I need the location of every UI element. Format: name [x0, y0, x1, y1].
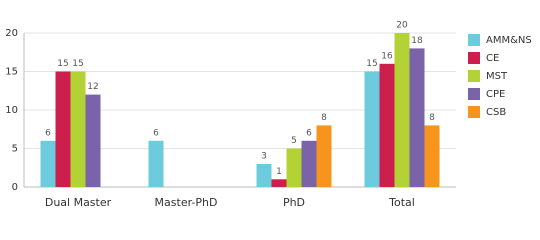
bar: [70, 71, 86, 187]
bar: [55, 71, 71, 187]
y-tick-label: 20: [5, 28, 18, 39]
x-tick-label: Total: [388, 196, 415, 209]
value-label: 16: [381, 51, 393, 61]
bar: [394, 33, 410, 187]
bar: [148, 140, 164, 187]
bar: [301, 140, 317, 187]
value-label: 1: [276, 167, 282, 177]
legend-label: CE: [486, 53, 499, 64]
value-label: 8: [429, 113, 435, 123]
legend-label: MST: [486, 71, 508, 82]
value-label: 5: [291, 136, 297, 146]
x-tick-label: Dual Master: [45, 196, 112, 209]
value-label: 6: [306, 128, 312, 138]
value-label: 12: [87, 82, 98, 92]
legend-label: CPE: [486, 89, 505, 100]
bar: [286, 148, 302, 187]
y-tick-label: 0: [12, 182, 18, 193]
legend-swatch: [468, 52, 480, 64]
value-label: 8: [321, 113, 327, 123]
bar: [364, 71, 380, 187]
legend-swatch: [468, 88, 480, 100]
value-label: 15: [57, 59, 68, 69]
bar: [379, 63, 395, 187]
value-label: 15: [366, 59, 377, 69]
value-label: 20: [396, 21, 408, 31]
bar: [424, 125, 440, 187]
bar: [409, 48, 425, 188]
bar: [271, 179, 287, 187]
y-tick-label: 10: [5, 105, 18, 116]
value-label: 3: [261, 151, 267, 161]
x-tick-label: PhD: [283, 196, 305, 209]
bar: [256, 163, 272, 187]
value-label: 18: [411, 36, 423, 46]
legend-swatch: [468, 70, 480, 82]
bar: [40, 140, 56, 187]
legend-swatch: [468, 34, 480, 46]
bar: [85, 94, 101, 187]
y-tick-label: 5: [12, 144, 18, 155]
value-label: 6: [45, 128, 51, 138]
value-label: 6: [153, 128, 159, 138]
legend-label: AMM&NS: [486, 35, 532, 46]
value-label: 15: [72, 59, 83, 69]
x-tick-label: Master-PhD: [155, 196, 218, 209]
legend-label: CSB: [486, 107, 506, 118]
legend-swatch: [468, 106, 480, 118]
y-tick-label: 15: [5, 67, 18, 78]
bar: [316, 125, 332, 187]
